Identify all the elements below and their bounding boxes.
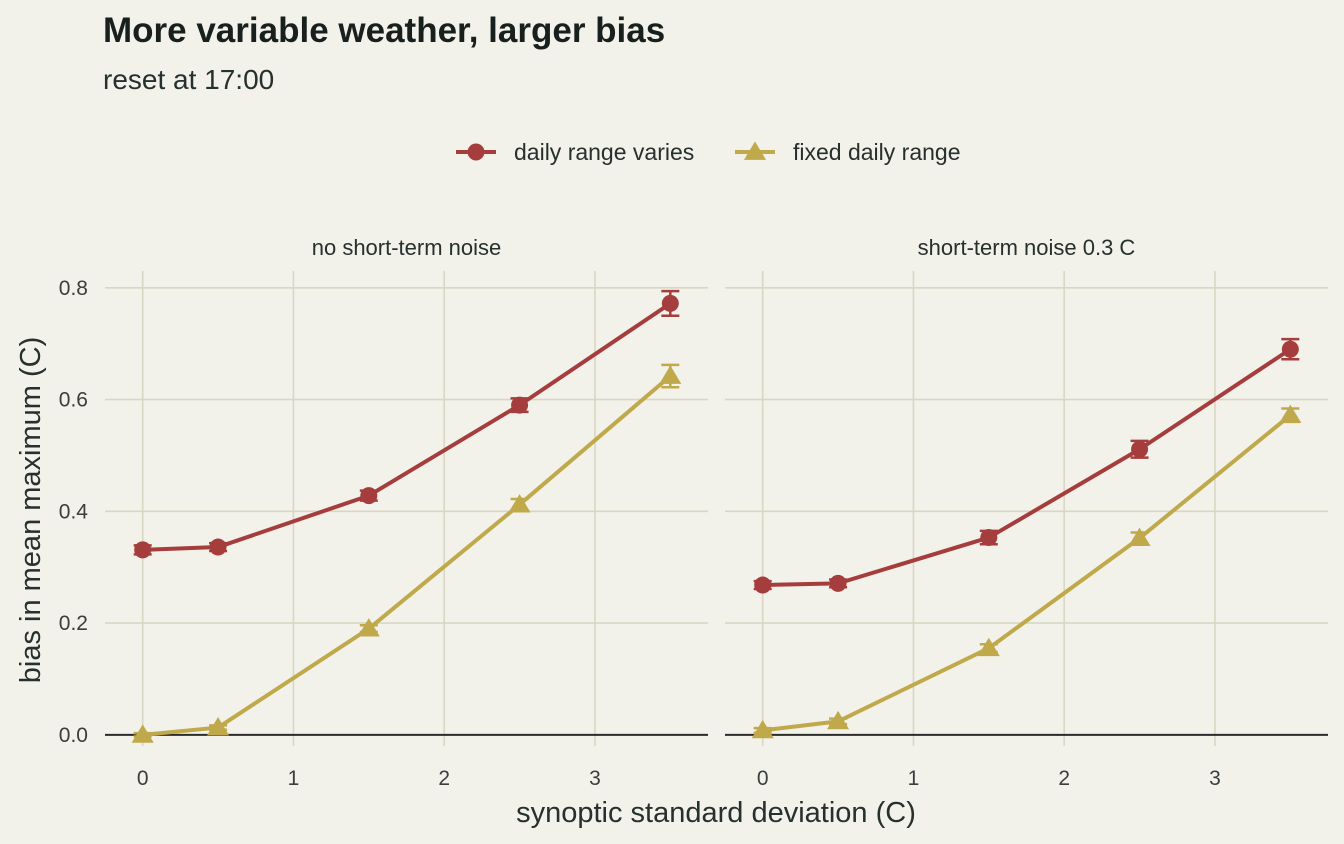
chart-subtitle: reset at 17:00 bbox=[103, 64, 274, 95]
facet-strip-label: no short-term noise bbox=[312, 235, 502, 260]
facet-panel: short-term noise 0.3 C 0 1 2 3 bbox=[725, 235, 1328, 790]
series-line bbox=[762, 413, 1292, 733]
chart-title: More variable weather, larger bias bbox=[103, 11, 665, 50]
data-point bbox=[1128, 527, 1151, 546]
data-point bbox=[829, 574, 847, 592]
data-point bbox=[1279, 404, 1302, 424]
y-tick-label: 0.8 bbox=[59, 277, 88, 300]
y-tick-label: 0.0 bbox=[59, 724, 88, 747]
legend-triangle-marker bbox=[743, 141, 767, 160]
x-axis-title: synoptic standard deviation (C) bbox=[516, 797, 916, 829]
x-tick-label: 1 bbox=[288, 767, 300, 790]
data-point bbox=[508, 494, 531, 513]
series-line bbox=[142, 301, 672, 552]
series-fixed-daily-range bbox=[131, 363, 682, 743]
facet-panels: no short-term noise 0 1 2 3 0.0 0.2 0.4 0.6 0.8 sh… bbox=[59, 235, 1328, 790]
data-point bbox=[827, 710, 850, 730]
data-point bbox=[357, 618, 380, 637]
x-tick-label: 0 bbox=[757, 767, 769, 790]
data-point bbox=[207, 717, 230, 736]
data-point bbox=[511, 396, 529, 414]
facet-strip-label: short-term noise 0.3 C bbox=[918, 235, 1136, 260]
data-point bbox=[134, 541, 152, 559]
data-point bbox=[980, 529, 998, 547]
legend-item: fixed daily range bbox=[735, 139, 961, 165]
legend-item: daily range varies bbox=[456, 139, 694, 165]
data-point bbox=[977, 637, 1000, 657]
x-tick-label: 3 bbox=[1209, 767, 1221, 790]
data-point bbox=[751, 719, 774, 739]
data-point bbox=[754, 576, 772, 594]
legend-label: fixed daily range bbox=[793, 139, 961, 165]
data-point bbox=[1281, 340, 1299, 358]
x-tick-label: 2 bbox=[1058, 767, 1070, 790]
legend-circle-marker bbox=[467, 143, 485, 161]
data-point bbox=[360, 487, 378, 505]
data-point bbox=[661, 294, 679, 312]
series-line bbox=[142, 374, 672, 737]
series-daily-range-varies bbox=[133, 289, 680, 559]
data-point bbox=[659, 365, 682, 384]
legend: daily range varies fixed daily range bbox=[456, 139, 961, 165]
y-tick-label: 0.2 bbox=[59, 612, 88, 635]
facet-panel: no short-term noise 0 1 2 3 0.0 0.2 0.4 0.6 0.8 bbox=[59, 235, 708, 790]
data-point bbox=[1131, 440, 1149, 458]
data-point bbox=[209, 538, 227, 556]
x-tick-label: 0 bbox=[137, 767, 149, 790]
series-daily-range-varies bbox=[753, 337, 1300, 594]
series-fixed-daily-range bbox=[751, 404, 1302, 739]
legend-label: daily range varies bbox=[514, 139, 694, 165]
y-tick-label: 0.4 bbox=[59, 500, 89, 523]
data-point bbox=[131, 724, 154, 743]
x-tick-label: 3 bbox=[589, 767, 601, 790]
x-tick-label: 1 bbox=[908, 767, 920, 790]
series-line bbox=[762, 347, 1292, 588]
x-tick-label: 2 bbox=[438, 767, 450, 790]
y-axis-title: bias in mean maximum (C) bbox=[15, 337, 47, 683]
y-tick-label: 0.6 bbox=[59, 389, 88, 412]
